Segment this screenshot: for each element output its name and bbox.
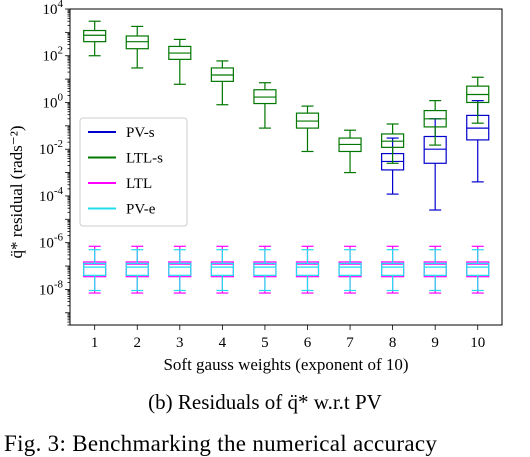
- box-pv-e: [83, 249, 107, 292]
- y-tick-label: 10-6: [39, 232, 64, 252]
- legend-entry: LTL-s: [126, 151, 163, 167]
- box-body: [295, 262, 320, 276]
- x-axis-label: Soft gauss weights (exponent of 10): [163, 355, 408, 374]
- box-body: [125, 35, 149, 50]
- box-body: [210, 262, 234, 276]
- figure-caption: (b) Residuals of q̈* w.r.t PV: [148, 390, 382, 414]
- legend: PV-s LTL-s LTL PV-e: [79, 117, 188, 227]
- box-pv-e: [423, 249, 447, 292]
- y-tick-label: 100: [43, 91, 64, 111]
- box-ltl-s: [125, 25, 149, 69]
- x-tick-label: 1: [91, 335, 99, 351]
- box-ltl-s: [210, 60, 234, 106]
- x-tick-label: 7: [346, 335, 354, 351]
- series-ltl-s: [83, 20, 490, 174]
- x-axis-ticks: 1 2 3 4 5 6 7 8 9 10: [91, 325, 485, 351]
- y-tick-label: 104: [43, 0, 64, 18]
- x-tick-label: 9: [431, 335, 439, 351]
- box-pv-s: [381, 137, 405, 195]
- plot-area: [69, 8, 503, 326]
- box-ltl-s: [83, 20, 107, 57]
- legend-entry: PV-s: [126, 125, 155, 141]
- series-ltl: [83, 245, 490, 294]
- box-body: [466, 262, 490, 276]
- box-ltl-s: [466, 76, 490, 124]
- box-ltl-s: [168, 38, 192, 85]
- y-axis-ticks: 104 102 100 10-2 10-4 10-6 10-8: [39, 0, 70, 326]
- box-body: [423, 262, 447, 276]
- box-pv-e: [381, 249, 405, 292]
- x-tick-label: 8: [389, 335, 397, 351]
- box-pv-e: [253, 249, 277, 292]
- axes-frame: [69, 8, 503, 326]
- box-ltl-s: [253, 82, 277, 129]
- box-pv-e: [338, 249, 362, 292]
- box-ltl-s: [338, 129, 362, 174]
- x-tick-label: 5: [261, 335, 269, 351]
- box-body: [168, 262, 192, 276]
- y-tick-label: 10-8: [39, 278, 64, 298]
- legend-frame: [79, 117, 188, 227]
- y-tick-label: 102: [43, 45, 64, 65]
- box-pv-e: [295, 249, 320, 292]
- x-tick-label: 3: [176, 335, 184, 351]
- box-body: [338, 262, 362, 276]
- x-tick-label: 10: [470, 335, 485, 351]
- box-body: [83, 262, 107, 276]
- box-ltl-s: [295, 105, 320, 153]
- box-pv-e: [210, 249, 234, 292]
- box-body: [253, 262, 277, 276]
- series-pv-s: [381, 100, 490, 211]
- box-body: [381, 262, 405, 276]
- box-ltl-s: [381, 123, 405, 164]
- y-axis-label: q̈* residual (rads⁻²): [7, 125, 26, 258]
- x-tick-label: 6: [304, 335, 312, 351]
- legend-entry: PV-e: [126, 202, 156, 218]
- box-pv-e: [466, 249, 490, 292]
- legend-entry: LTL: [126, 176, 152, 192]
- y-tick-label: 10-2: [39, 138, 63, 158]
- y-tick-label: 10-4: [39, 185, 64, 205]
- box-ltl-s: [423, 100, 447, 146]
- x-tick-label: 2: [133, 335, 141, 351]
- box-body: [125, 262, 149, 276]
- figure-text-line: Fig. 3: Benchmarking the numerical accur…: [4, 431, 438, 456]
- series-pv-e: [83, 249, 490, 292]
- box-pv-e: [168, 249, 192, 292]
- box-body: [83, 29, 107, 43]
- x-tick-label: 4: [219, 335, 227, 351]
- box-pv-e: [125, 249, 149, 292]
